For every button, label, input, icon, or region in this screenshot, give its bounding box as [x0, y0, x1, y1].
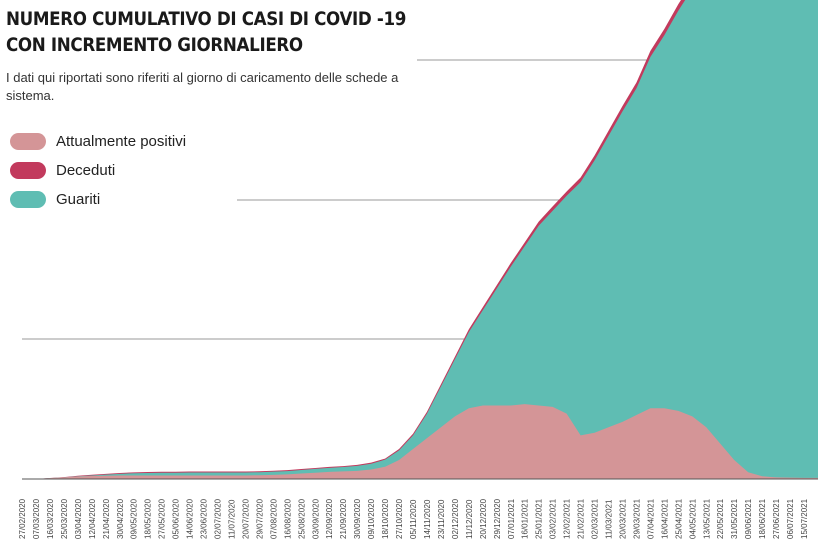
- legend-label-guariti: Guariti: [56, 191, 101, 208]
- x-tick-label: 25/04/2021: [674, 498, 683, 539]
- legend-item-deceduti: Deceduti: [10, 156, 186, 185]
- x-tick-label: 18/05/2020: [144, 498, 153, 539]
- x-tick-label: 02/07/2020: [214, 498, 223, 539]
- x-tick-label: 20/07/2020: [241, 498, 250, 539]
- x-tick-label: 12/04/2020: [88, 498, 97, 539]
- x-tick-label: 20/03/2021: [619, 498, 628, 539]
- title-line-2: CON INCREMENTO GIORNALIERO: [6, 34, 303, 56]
- x-tick-label: 04/05/2021: [688, 498, 697, 539]
- x-tick-label: 21/02/2021: [577, 498, 586, 539]
- x-tick-label: 13/05/2021: [702, 498, 711, 539]
- x-tick-label: 06/07/2021: [786, 498, 795, 539]
- legend-label-deceduti: Deceduti: [56, 162, 116, 179]
- x-tick-label: 14/06/2020: [186, 498, 195, 539]
- x-tick-label: 09/10/2020: [367, 498, 376, 539]
- x-tick-label: 21/09/2020: [339, 498, 348, 539]
- x-tick-label: 15/07/2021: [800, 498, 809, 539]
- x-tick-label: 29/07/2020: [255, 498, 264, 539]
- x-tick-label: 18/10/2020: [381, 498, 390, 539]
- x-tick-label: 16/08/2020: [283, 498, 292, 539]
- legend-swatch-positivi: [10, 133, 46, 150]
- x-tick-label: 09/06/2021: [744, 498, 753, 539]
- series-area-attualmente-positivi: [22, 404, 818, 479]
- title-line-1: NUMERO CUMULATIVO DI CASI DI COVID -19: [6, 8, 407, 30]
- x-tick-label: 12/09/2020: [325, 498, 334, 539]
- x-tick-label: 16/04/2021: [660, 498, 669, 539]
- x-tick-label: 14/11/2020: [423, 499, 432, 539]
- legend-item-guariti: Guariti: [10, 185, 186, 214]
- chart-subtitle: I dati qui riportati sono riferiti al gi…: [6, 70, 399, 103]
- x-tick-label: 16/03/2020: [46, 498, 55, 539]
- x-tick-label: 23/06/2020: [200, 498, 209, 539]
- x-tick-label: 07/01/2021: [507, 498, 516, 539]
- x-tick-label: 23/11/2020: [437, 499, 446, 539]
- x-tick-label: 29/03/2021: [633, 498, 642, 539]
- x-tick-label: 12/02/2021: [563, 498, 572, 539]
- x-tick-label: 27/10/2020: [395, 498, 404, 539]
- x-tick-label: 02/12/2020: [451, 498, 460, 539]
- x-tick-label: 03/02/2021: [549, 498, 558, 539]
- x-tick-label: 22/05/2021: [716, 498, 725, 539]
- x-tick-label: 27/05/2020: [158, 498, 167, 539]
- x-tick-label: 05/06/2020: [172, 498, 181, 539]
- x-tick-label: 07/03/2020: [32, 498, 41, 539]
- x-tick-label: 03/09/2020: [311, 498, 320, 539]
- x-tick-label: 27/06/2021: [772, 498, 781, 539]
- x-tick-label: 05/11/2020: [409, 499, 418, 539]
- x-tick-label: 21/04/2020: [102, 498, 111, 539]
- x-tick-label: 20/12/2020: [479, 498, 488, 539]
- legend-label-positivi: Attualmente positivi: [56, 133, 187, 150]
- x-tick-label: 11/07/2020: [228, 499, 237, 539]
- x-tick-label: 25/03/2020: [60, 498, 69, 539]
- x-tick-label: 11/12/2020: [465, 499, 474, 539]
- chart-title: NUMERO CUMULATIVO DI CASI DI COVID -19 C…: [6, 6, 406, 58]
- x-tick-label: 11/03/2021: [605, 499, 614, 539]
- x-tick-label: 07/04/2021: [646, 498, 655, 539]
- x-tick-label: 02/03/2021: [591, 498, 600, 539]
- x-tick-label: 18/06/2021: [758, 498, 767, 539]
- x-tick-label: 31/05/2021: [730, 498, 739, 539]
- legend: Attualmente positivi Deceduti Guariti: [10, 127, 186, 214]
- x-tick-label: 16/01/2021: [521, 498, 530, 539]
- series-area-guariti: [22, 0, 818, 479]
- legend-item-positivi: Attualmente positivi: [10, 127, 186, 156]
- x-tick-label: 30/09/2020: [353, 498, 362, 539]
- area-layers: [22, 0, 818, 479]
- x-tick-label: 25/01/2021: [535, 498, 544, 539]
- x-tick-label: 25/08/2020: [297, 498, 306, 539]
- x-tick-label: 09/05/2020: [130, 498, 139, 539]
- legend-swatch-deceduti: [10, 162, 46, 179]
- x-tick-label: 07/08/2020: [269, 498, 278, 539]
- x-tick-label: 29/12/2020: [493, 498, 502, 539]
- legend-swatch-guariti: [10, 191, 46, 208]
- x-axis-ticks: 27/02/2020 07/03/2020 16/03/2020 25/03/2020…: [18, 498, 809, 539]
- x-tick-label: 30/04/2020: [116, 498, 125, 539]
- x-tick-label: 03/04/2020: [74, 498, 83, 539]
- x-tick-label: 27/02/2020: [18, 498, 27, 539]
